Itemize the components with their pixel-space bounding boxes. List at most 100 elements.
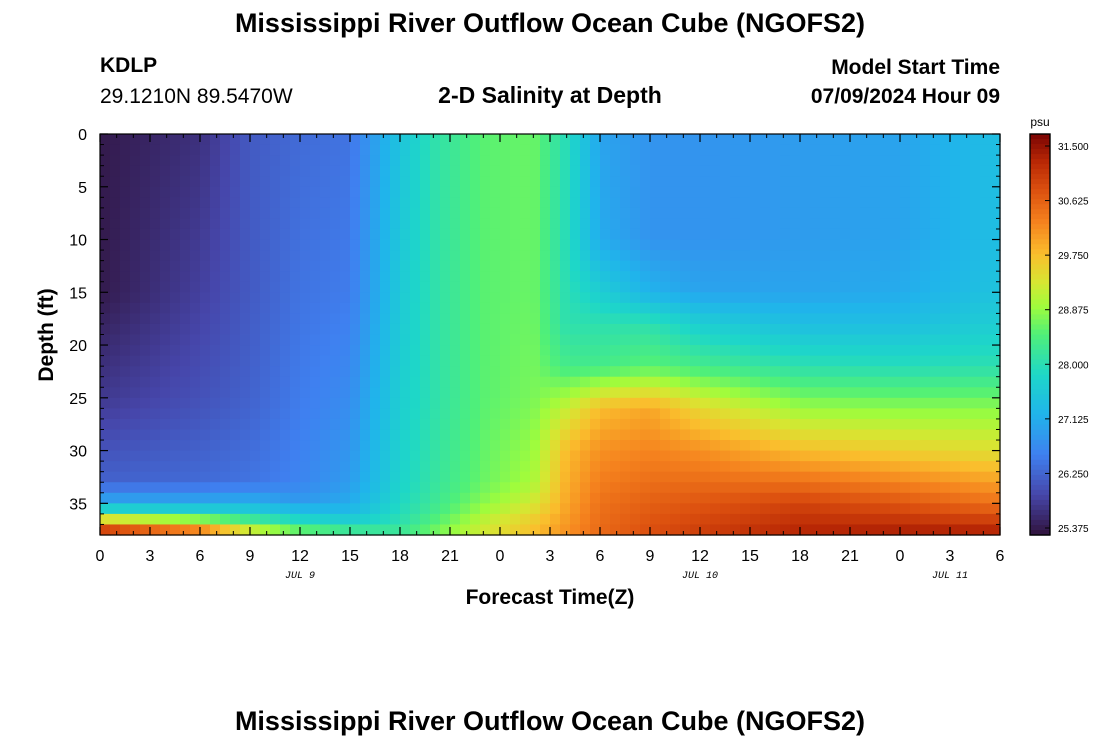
heatmap-cell (670, 207, 681, 220)
heatmap-cell (740, 197, 751, 209)
heatmap-cell (720, 387, 731, 399)
heatmap-cell (920, 440, 931, 452)
heatmap-cell (460, 471, 471, 483)
heatmap-cell (430, 513, 441, 526)
heatmap-cell (380, 207, 391, 220)
heatmap-cell (130, 155, 141, 167)
heatmap-cell (510, 334, 521, 346)
heatmap-cell (530, 239, 541, 251)
heatmap-cell (620, 440, 631, 452)
heatmap-cell (890, 450, 901, 462)
heatmap-cell (950, 313, 961, 325)
heatmap-cell (500, 345, 511, 357)
heatmap-cell (290, 387, 301, 399)
heatmap-cell (480, 228, 491, 241)
heatmap-cell (500, 418, 511, 431)
heatmap-cell (590, 471, 601, 483)
heatmap-cell (420, 418, 431, 431)
heatmap-cell (390, 418, 401, 431)
heatmap-cell (350, 144, 361, 156)
heatmap-cell (640, 302, 651, 314)
heatmap-cell (720, 376, 731, 388)
heatmap-cell (520, 366, 531, 378)
heatmap-cell (450, 482, 461, 494)
heatmap-cell (920, 408, 931, 420)
heatmap-cell (890, 165, 901, 177)
heatmap-cell (350, 450, 361, 462)
heatmap-cell (210, 376, 221, 388)
heatmap-cell (530, 260, 541, 272)
heatmap-cell (790, 250, 801, 262)
heatmap-cell (890, 144, 901, 156)
heatmap-cell (100, 345, 111, 357)
heatmap-cell (730, 134, 741, 146)
heatmap-cell (740, 207, 751, 220)
heatmap-cell (900, 271, 911, 283)
heatmap-cell (880, 197, 891, 209)
heatmap-cell (590, 186, 601, 198)
heatmap-cell (880, 524, 891, 536)
heatmap-cell (190, 176, 201, 188)
heatmap-cell (160, 376, 171, 388)
colorbar-segment (1030, 359, 1050, 366)
heatmap-cell (110, 186, 121, 198)
heatmap-cell (940, 134, 951, 146)
heatmap-cell (680, 239, 691, 251)
heatmap-cell (950, 461, 961, 473)
heatmap-cell (940, 302, 951, 314)
heatmap-cell (920, 186, 931, 198)
heatmap-cell (390, 134, 401, 146)
heatmap-cell (620, 461, 631, 473)
heatmap-cell (750, 144, 761, 156)
heatmap-cell (650, 239, 661, 251)
heatmap-cell (260, 429, 271, 441)
heatmap-cell (950, 186, 961, 198)
heatmap-cell (250, 482, 261, 494)
heatmap-cell (990, 218, 1001, 230)
heatmap-cell (590, 513, 601, 526)
heatmap-cell (780, 176, 791, 188)
heatmap-cell (790, 345, 801, 357)
heatmap-cell (510, 471, 521, 483)
heatmap-cell (380, 281, 391, 293)
colorbar-segment (1030, 294, 1050, 301)
heatmap-cell (640, 524, 651, 536)
heatmap-cell (310, 461, 321, 473)
heatmap-cell (140, 218, 151, 230)
heatmap-cell (890, 355, 901, 367)
heatmap-cell (820, 165, 831, 177)
heatmap-cell (700, 503, 711, 515)
colorbar-segment (1030, 344, 1050, 351)
heatmap-cell (300, 281, 311, 293)
heatmap-cell (980, 186, 991, 198)
heatmap-cell (410, 250, 421, 262)
heatmap-cell (820, 228, 831, 241)
heatmap-cell (680, 292, 691, 304)
heatmap-cell (890, 408, 901, 420)
heatmap-cell (380, 429, 391, 441)
heatmap-cell (390, 408, 401, 420)
heatmap-cell (140, 281, 151, 293)
heatmap-cell (400, 418, 411, 431)
heatmap-cell (890, 345, 901, 357)
heatmap-cell (110, 418, 121, 431)
heatmap-cell (760, 334, 771, 346)
heatmap-cell (910, 313, 921, 325)
heatmap-cell (790, 228, 801, 241)
heatmap-cell (420, 366, 431, 378)
heatmap-cell (110, 345, 121, 357)
heatmap-cell (960, 302, 971, 314)
heatmap-cell (290, 228, 301, 241)
heatmap-cell (600, 271, 611, 283)
heatmap-cell (140, 228, 151, 241)
heatmap-cell (570, 323, 581, 336)
heatmap-cell (420, 524, 431, 536)
heatmap-cell (260, 271, 271, 283)
heatmap-cell (590, 492, 601, 504)
heatmap-cell (360, 207, 371, 220)
heatmap-cell (350, 461, 361, 473)
heatmap-cell (900, 176, 911, 188)
heatmap-cell (370, 397, 381, 409)
heatmap-cell (100, 228, 111, 241)
x-tick-label: 9 (646, 548, 655, 565)
